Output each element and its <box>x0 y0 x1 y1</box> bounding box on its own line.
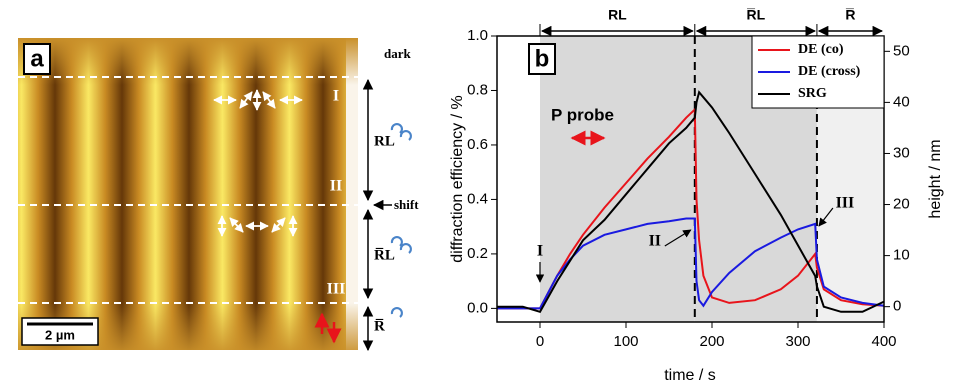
y2-tick-label: 40 <box>893 93 910 110</box>
probe-label: P probe <box>551 105 614 124</box>
panel-label: a <box>30 45 44 72</box>
y-tick-label: 0.2 <box>467 245 488 262</box>
panel-label: b <box>535 45 550 72</box>
x-tick-label: 0 <box>536 333 544 350</box>
x-tick-label: 400 <box>871 333 896 350</box>
phase-label: R̅L <box>746 7 765 23</box>
x-tick-label: 300 <box>785 333 810 350</box>
annotation-arrow <box>818 207 834 227</box>
annotation-arrow <box>664 229 692 247</box>
x-axis-label: time / s <box>664 367 716 384</box>
y2-tick-label: 20 <box>893 196 910 213</box>
y2-tick-label: 0 <box>893 298 901 315</box>
y2-tick-label: 30 <box>893 144 910 161</box>
dark-label: dark <box>384 46 412 61</box>
y-tick-label: 0.8 <box>467 81 488 98</box>
segment-label: R̅ <box>374 318 385 334</box>
segment-label: RL <box>374 133 395 149</box>
y2-tick-label: 10 <box>893 247 910 264</box>
segment-label: R̅L <box>374 247 395 263</box>
series-line <box>497 107 885 310</box>
stage-label: I <box>333 88 339 105</box>
circular-icons <box>390 122 412 318</box>
scale-bar-label: 2 µm <box>45 327 75 342</box>
y2-axis-label: height / nm <box>927 139 944 218</box>
phase-shading <box>540 36 695 322</box>
afm-image: a I II III 2 µm <box>0 38 358 350</box>
phase-label: R̅ <box>845 7 855 23</box>
y-tick-label: 0.6 <box>467 136 488 153</box>
annotation-label: III <box>836 195 855 212</box>
annotation-label: I <box>537 243 543 260</box>
legend-label: DE (cross) <box>798 64 861 79</box>
y2-tick-label: 50 <box>893 42 910 59</box>
afm-shade <box>18 38 358 350</box>
y-axis-label: diffraction efficiency / % <box>449 95 466 263</box>
legend-label: DE (co) <box>798 42 844 57</box>
y-tick-label: 0.4 <box>467 190 488 207</box>
series-line <box>497 217 885 310</box>
legend-label: SRG <box>798 86 827 101</box>
series-line <box>497 90 885 313</box>
y-tick-label: 0.0 <box>467 299 488 316</box>
x-tick-label: 200 <box>699 333 724 350</box>
x-tick-label: 100 <box>613 333 638 350</box>
y-tick-label: 1.0 <box>467 27 488 44</box>
panel-label-box <box>23 43 51 75</box>
annotation-label: II <box>649 233 661 250</box>
stage-label: III <box>327 281 346 298</box>
phase-label: RL <box>608 7 627 23</box>
stage-label: II <box>330 178 342 195</box>
shift-label: shift <box>394 197 419 212</box>
polarization-arrows <box>213 89 303 237</box>
plot-frame <box>496 35 885 323</box>
panel-label-box <box>528 43 556 75</box>
